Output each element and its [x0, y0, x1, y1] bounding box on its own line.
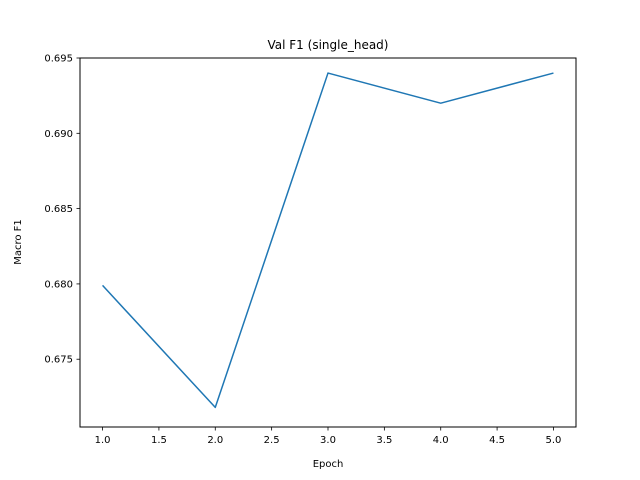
plot-area-frame — [79, 57, 577, 428]
y-tick-label: 0.690 — [44, 129, 73, 140]
series-group — [101, 72, 554, 409]
y-tick-label: 0.695 — [44, 54, 73, 65]
chart-title: Val F1 (single_head) — [268, 38, 389, 52]
x-tick-label: 4.5 — [489, 435, 505, 446]
x-tick-label: 2.0 — [207, 435, 223, 446]
x-tick-label: 3.5 — [376, 435, 392, 446]
y-tick-label: 0.680 — [44, 279, 73, 290]
y-axis-title: Macro F1 — [13, 219, 24, 265]
x-tick-label: 1.5 — [151, 435, 167, 446]
x-tick-label: 1.0 — [95, 435, 111, 446]
x-axis-title: Epoch — [313, 459, 344, 470]
x-tick-label: 5.0 — [546, 435, 562, 446]
y-tick-label: 0.685 — [44, 204, 73, 215]
x-tick-label: 3.0 — [320, 435, 336, 446]
ticks-group: 1.0 1.5 2.0 2.5 3.0 3.5 4.0 4.5 5.0 0.675 0.680 0.6… — [44, 54, 561, 447]
y-tick-label: 0.675 — [44, 355, 73, 366]
x-tick-label: 2.5 — [264, 435, 280, 446]
x-tick-label: 4.0 — [433, 435, 449, 446]
